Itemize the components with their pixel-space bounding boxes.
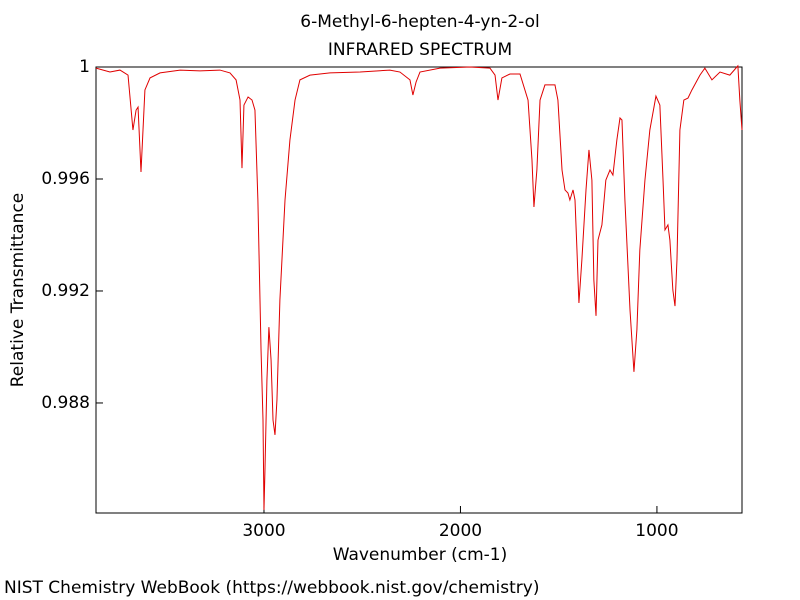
x-tick-label: 2000 xyxy=(439,521,482,541)
y-tick-label: 0.992 xyxy=(41,281,90,301)
y-tick-label: 0.988 xyxy=(41,393,90,413)
footer: NIST Chemistry WebBook (https://webbook.… xyxy=(4,578,539,598)
spectrum-line xyxy=(95,64,743,510)
x-axis-label: Wavenumber (cm-1) xyxy=(333,545,508,565)
y-axis-label: Relative Transmittance xyxy=(8,193,28,388)
x-tick-label: 3000 xyxy=(242,521,285,541)
chart-subtitle: INFRARED SPECTRUM xyxy=(328,40,512,60)
chart-title: 6-Methyl-6-hepten-4-yn-2-ol xyxy=(300,12,539,32)
x-tick-label: 1000 xyxy=(635,521,678,541)
y-tick-label: 1 xyxy=(79,57,90,77)
y-tick-label: 0.996 xyxy=(41,169,90,189)
plot-frame xyxy=(95,66,743,514)
